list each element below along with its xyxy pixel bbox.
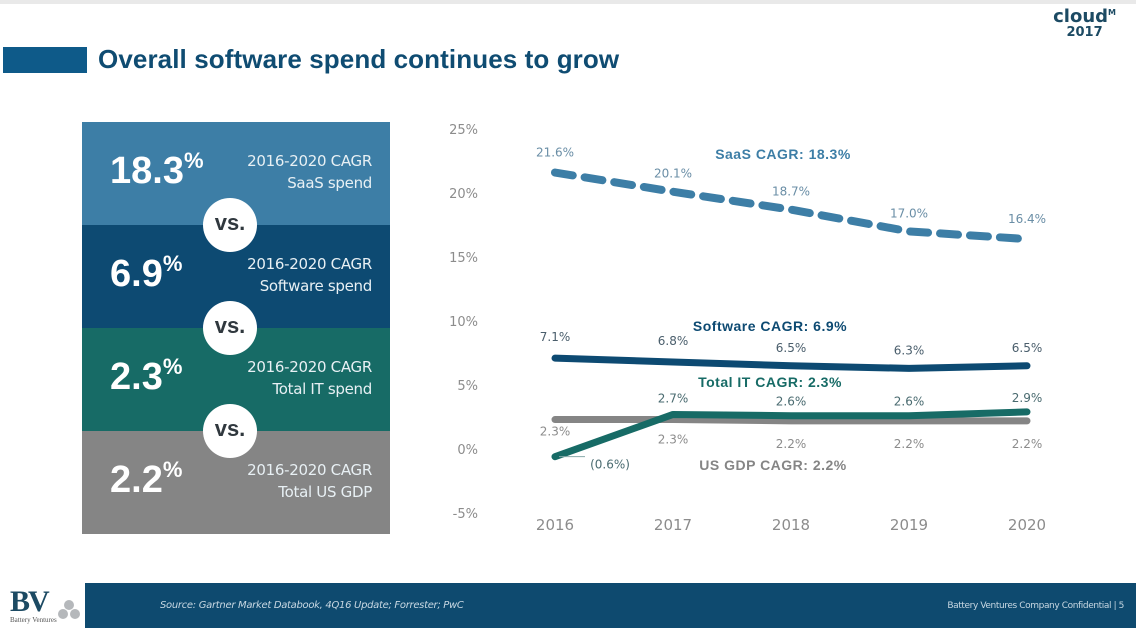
data-label: 2.2%	[776, 437, 807, 451]
page-title: Overall software spend continues to grow	[98, 44, 620, 74]
summary-value: 2.3%	[110, 354, 183, 398]
cloud-2017-logo: cloudM 2017	[1053, 6, 1116, 40]
data-label: 2.7%	[658, 391, 689, 405]
vs-badge: vs.	[203, 404, 257, 458]
data-label: 2.2%	[1012, 437, 1043, 451]
data-label: (0.6%)	[590, 458, 630, 472]
data-label: 2.6%	[776, 395, 807, 409]
battery-ventures-logo: BV Battery Ventures	[8, 585, 83, 625]
data-label: 20.1%	[654, 167, 692, 181]
data-label: 6.8%	[658, 334, 689, 348]
data-label: 2.2%	[894, 437, 925, 451]
series-label-total-it: Total IT CAGR: 2.3%	[698, 374, 842, 390]
summary-description: 2016-2020 CAGR SaaS spend	[247, 152, 372, 192]
x-tick-label: 2017	[654, 516, 692, 534]
series-label-saas: SaaS CAGR: 18.3%	[715, 146, 851, 162]
y-tick-label: 10%	[449, 315, 478, 330]
summary-block-us-gdp: 2.2% 2016-2020 CAGR Total US GDP	[82, 431, 390, 534]
logo-brand: cloud	[1053, 6, 1109, 27]
logo-year: 2017	[1066, 25, 1103, 40]
logo-subtext: Battery Ventures	[10, 616, 57, 624]
data-label: 7.1%	[540, 330, 571, 344]
summary-description: 2016-2020 CAGR Total US GDP	[247, 461, 372, 501]
y-tick-label: 0%	[457, 443, 478, 458]
data-label: 2.9%	[1012, 391, 1043, 405]
data-label: 2.3%	[658, 433, 689, 447]
summary-description: 2016-2020 CAGR Software spend	[247, 255, 372, 295]
data-label: 2.3%	[540, 425, 571, 439]
series-label-us-gdp: US GDP CAGR: 2.2%	[699, 457, 847, 473]
title-accent-bar	[3, 47, 87, 73]
logo-dots-icon	[58, 600, 80, 619]
summary-description: 2016-2020 CAGR Total IT spend	[247, 358, 372, 398]
data-label: 6.5%	[1012, 341, 1043, 355]
x-tick-label: 2019	[890, 516, 928, 534]
x-tick-label: 2018	[772, 516, 810, 534]
cagr-summary-panel: 18.3% 2016-2020 CAGR SaaS spend 6.9% 2016…	[82, 122, 390, 534]
y-tick-label: 5%	[457, 379, 478, 394]
data-label: 17.0%	[890, 206, 928, 220]
x-tick-label: 2016	[536, 516, 574, 534]
x-tick-label: 2020	[1008, 516, 1046, 534]
vs-badge: vs.	[203, 301, 257, 355]
series-line-software	[551, 354, 1031, 372]
y-tick-label: 15%	[449, 251, 478, 266]
logo-bv-text: BV	[10, 585, 50, 618]
data-label: 18.7%	[772, 185, 810, 199]
y-tick-label: -5%	[453, 507, 478, 522]
logo-tm: M	[1108, 8, 1116, 17]
y-tick-label: 20%	[449, 187, 478, 202]
summary-value: 18.3%	[110, 148, 204, 192]
y-tick-label: 25%	[449, 123, 478, 138]
series-label-software: Software CAGR: 6.9%	[693, 318, 847, 334]
summary-value: 2.2%	[110, 457, 183, 501]
summary-value: 6.9%	[110, 251, 183, 295]
data-label: 21.6%	[536, 146, 574, 160]
source-note: Source: Gartner Market Databook, 4Q16 Up…	[160, 600, 464, 611]
series-line-saas	[551, 168, 1031, 244]
data-label: 16.4%	[1008, 212, 1046, 226]
series-line-us-gdp	[551, 416, 1031, 425]
data-label: 6.3%	[894, 343, 925, 357]
vs-badge: vs.	[203, 198, 257, 252]
data-label: 6.5%	[776, 341, 807, 355]
series-line-total-it	[551, 408, 1031, 461]
data-label: 2.6%	[894, 395, 925, 409]
confidential-page-number: Battery Ventures Company Confidential | …	[947, 601, 1124, 611]
footer-bar	[85, 583, 1136, 628]
